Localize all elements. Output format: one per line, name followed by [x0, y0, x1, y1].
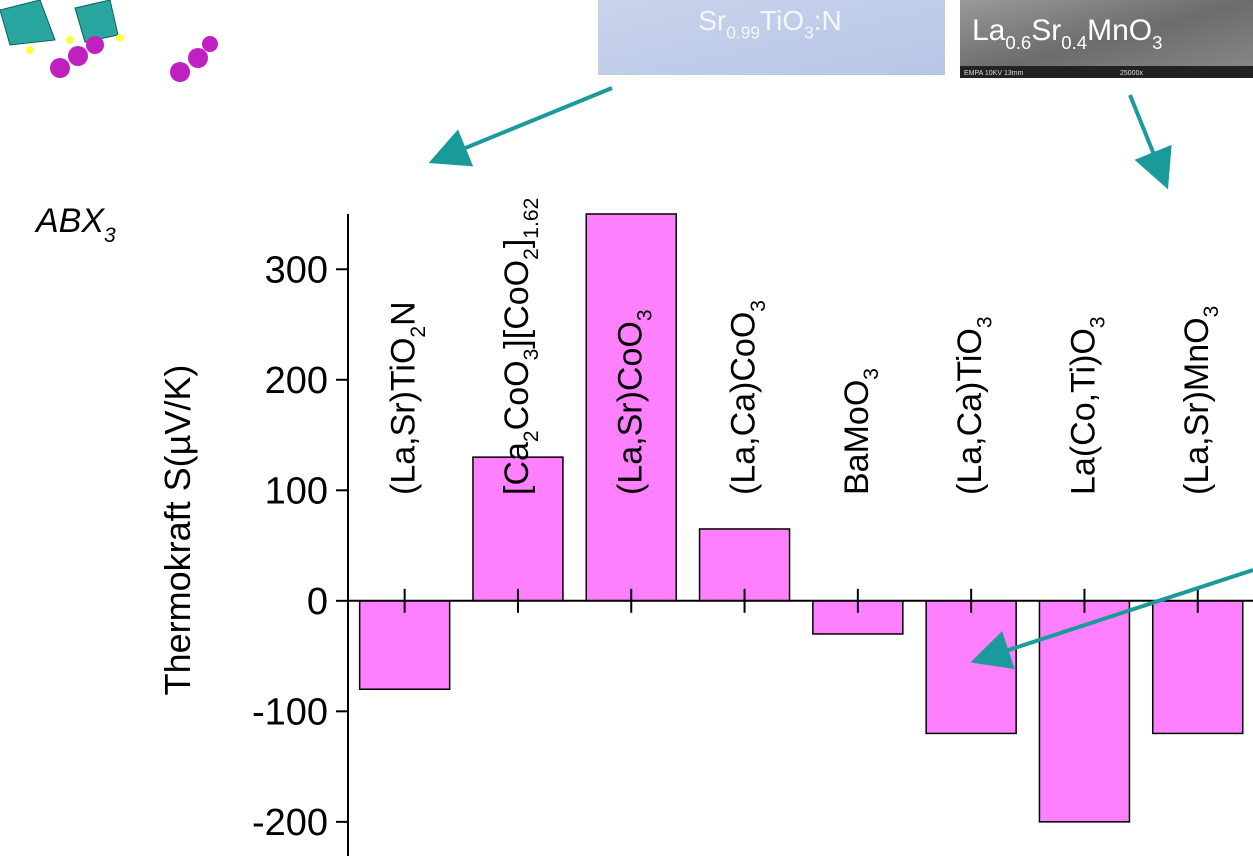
structure-label: ABX3 [34, 202, 116, 247]
y-axis-label: Thermokraft S(µV/K) [157, 365, 198, 696]
bar [360, 601, 450, 689]
y-tick-label: 200 [265, 360, 328, 402]
x-tick-label: (La,Sr)TiO2N [385, 301, 430, 495]
y-tick-label: -200 [252, 802, 328, 844]
image-2: La0.6Sr0.4MnO3 EMPA 10KV 13mm 25000x [960, 0, 1253, 78]
x-tick-label: (La,Ca)TiO3 [951, 316, 996, 495]
plot: -200 -100 0 100 200 300 (La,Sr)TiO2N [Ca2CoO3][… [252, 198, 1253, 856]
image-info: 25000x [1120, 70, 1143, 77]
y-tick-label: 300 [265, 249, 328, 291]
structure-illustration [0, 0, 218, 82]
arrow [1130, 95, 1165, 182]
x-tick-label: (La,Ca)CoO3 [725, 300, 770, 495]
x-tick-label: (La,Sr)MnO3 [1178, 306, 1223, 495]
x-tick-label: La(Co,Ti)O3 [1064, 316, 1109, 495]
bar [926, 601, 1016, 734]
bar [1153, 601, 1243, 734]
x-tick-label: BaMoO3 [838, 368, 883, 495]
y-tick-label: 100 [265, 470, 328, 512]
x-tick-label: [Ca2CoO3][CoO2]1.62 [498, 198, 543, 495]
slide: Sr0.99TiO3:N La0.6Sr0.4MnO3 EMPA 10KV 13… [0, 0, 1253, 856]
y-tick-label: -100 [252, 691, 328, 733]
image-info: EMPA 10KV 13mm [964, 70, 1024, 77]
y-tick-label: 0 [307, 581, 328, 623]
arrow [436, 88, 612, 160]
